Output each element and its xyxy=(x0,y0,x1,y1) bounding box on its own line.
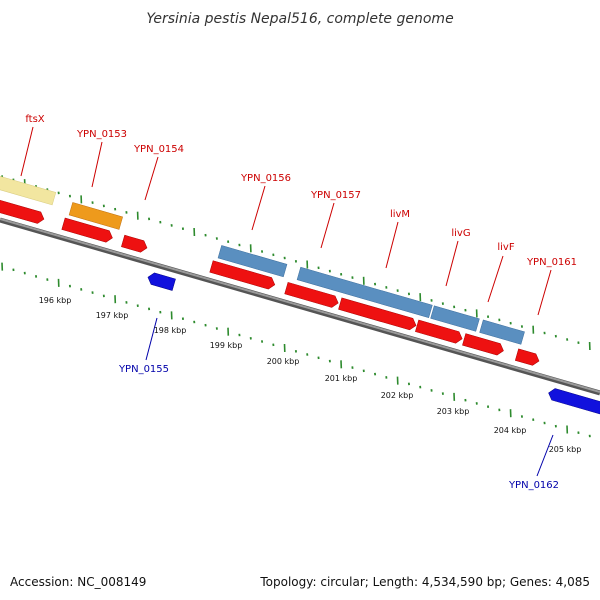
map-title: Yersinia pestis Nepal516, complete genom… xyxy=(146,11,453,27)
scale-labels: 196 kbp 197 kbp 198 kbp 199 kbp 200 kbp … xyxy=(39,296,582,454)
gene-label-livM[interactable]: livM xyxy=(390,209,410,220)
inner-tick-track xyxy=(1,262,591,438)
gene-labels: ftsX YPN_0153 YPN_0154 YPN_0156 YPN_0157… xyxy=(25,114,577,491)
scale-label-197: 197 kbp xyxy=(96,311,129,320)
gene-label-YPN_0157[interactable]: YPN_0157 xyxy=(310,190,361,201)
gene-livG-feature[interactable] xyxy=(430,305,480,332)
topology-text: Topology: circular; Length: 4,534,590 bp… xyxy=(259,575,590,589)
cds-arrow-forward[interactable] xyxy=(61,217,114,244)
scale-label-201: 201 kbp xyxy=(325,374,358,383)
gene-ftsX-feature[interactable] xyxy=(0,173,57,206)
gene-YPN_0156-feature[interactable] xyxy=(217,245,288,278)
cds-arrow-forward[interactable] xyxy=(284,282,340,309)
scale-label-198: 198 kbp xyxy=(154,326,187,335)
gene-livM-feature[interactable] xyxy=(296,266,433,319)
gene-label-YPN_0161[interactable]: YPN_0161 xyxy=(526,257,577,268)
genome-backbone-highlight xyxy=(0,218,600,393)
scale-label-205: 205 kbp xyxy=(549,445,582,454)
cds-arrow-reverse[interactable] xyxy=(146,272,176,291)
cds-arrow-forward[interactable] xyxy=(209,260,277,291)
cds-arrow-forward[interactable] xyxy=(415,319,463,345)
gene-label-YPN_0156[interactable]: YPN_0156 xyxy=(240,173,291,184)
scale-label-203: 203 kbp xyxy=(437,407,470,416)
gene-label-ftsX[interactable]: ftsX xyxy=(25,114,44,125)
gene-YPN_0153-feature[interactable] xyxy=(68,202,123,230)
scale-label-204: 204 kbp xyxy=(494,426,527,435)
label-leaders xyxy=(20,126,554,477)
scale-label-202: 202 kbp xyxy=(381,391,414,400)
cds-arrow-reverse[interactable] xyxy=(547,387,600,420)
gene-label-YPN_0154[interactable]: YPN_0154 xyxy=(133,144,184,155)
cds-arrow-forward[interactable] xyxy=(514,348,540,367)
gene-label-YPN_0155[interactable]: YPN_0155 xyxy=(118,364,169,375)
cds-arrow-forward[interactable] xyxy=(462,333,505,357)
outer-tick-track xyxy=(1,175,591,351)
accession-text: Accession: NC_008149 xyxy=(10,575,146,589)
gene-label-YPN_0162[interactable]: YPN_0162 xyxy=(508,480,559,491)
cds-arrow-forward[interactable] xyxy=(121,234,148,253)
cds-arrow-forward[interactable] xyxy=(0,195,46,225)
cds-arrow-forward[interactable] xyxy=(338,297,417,331)
feature-track xyxy=(0,173,600,420)
scale-label-199: 199 kbp xyxy=(210,341,243,350)
scale-label-196: 196 kbp xyxy=(39,296,72,305)
gene-label-livG[interactable]: livG xyxy=(451,228,470,239)
gene-label-YPN_0153[interactable]: YPN_0153 xyxy=(76,129,127,140)
scale-label-200: 200 kbp xyxy=(267,357,300,366)
gene-livF-feature[interactable] xyxy=(479,319,525,345)
gene-label-livF[interactable]: livF xyxy=(497,242,514,253)
